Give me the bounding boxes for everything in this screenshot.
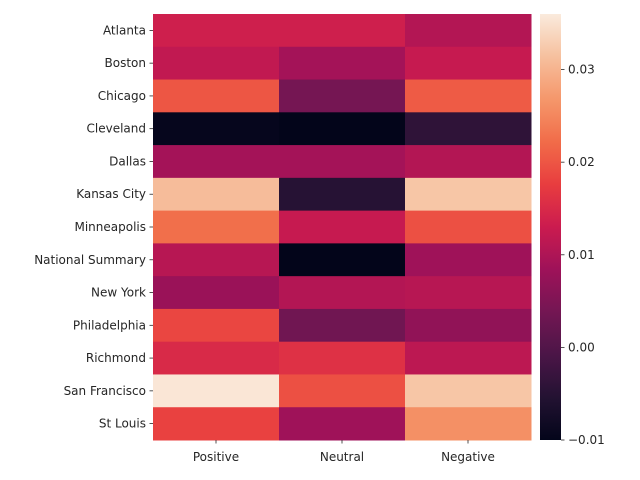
heatmap-cell bbox=[405, 14, 532, 48]
heatmap-cell bbox=[153, 14, 280, 48]
heatmap-cell bbox=[405, 112, 532, 146]
heatmap-cell bbox=[153, 243, 280, 277]
colorbar-tick-label: 0.03 bbox=[568, 63, 595, 77]
row-label: Atlanta bbox=[103, 23, 146, 37]
heatmap-cell bbox=[405, 177, 532, 212]
heatmap-cell bbox=[153, 276, 280, 310]
column-label: Neutral bbox=[320, 450, 364, 464]
row-label: St Louis bbox=[99, 417, 146, 431]
heatmap-cell bbox=[279, 407, 406, 441]
heatmap-cell bbox=[405, 210, 532, 244]
heatmap-cell bbox=[405, 407, 532, 441]
heatmap-cell bbox=[279, 341, 406, 375]
heatmap-cell bbox=[153, 407, 280, 441]
heatmap-cell bbox=[405, 341, 532, 375]
heatmap-cell bbox=[153, 210, 280, 244]
colorbar-tick-label: −0.01 bbox=[568, 433, 605, 447]
colorbar-tick-label: 0.01 bbox=[568, 248, 595, 262]
row-label: New York bbox=[91, 286, 146, 300]
heatmap-cell bbox=[153, 308, 280, 343]
heatmap-cell bbox=[153, 374, 280, 408]
heatmap-cell bbox=[153, 341, 280, 375]
heatmap-cell bbox=[279, 79, 406, 113]
row-label: Kansas City bbox=[76, 187, 146, 201]
row-label: Richmond bbox=[86, 351, 146, 365]
heatmap-cell bbox=[279, 276, 406, 310]
heatmap-cell bbox=[405, 374, 532, 408]
heatmap-cell bbox=[405, 79, 532, 113]
heatmap-cell bbox=[279, 112, 406, 146]
heatmap-cell bbox=[405, 243, 532, 277]
row-label: Boston bbox=[105, 56, 146, 70]
colorbar-tick-label: 0.00 bbox=[568, 340, 595, 354]
heatmap-cell bbox=[153, 79, 280, 113]
row-label: San Francisco bbox=[64, 384, 146, 398]
heatmap-cell bbox=[279, 145, 406, 179]
column-label: Positive bbox=[193, 450, 239, 464]
heatmap-cell bbox=[279, 374, 406, 408]
colorbar-tick-label: 0.02 bbox=[568, 155, 595, 169]
row-label: Philadelphia bbox=[73, 318, 146, 332]
heatmap-cell bbox=[153, 112, 280, 146]
row-label: Dallas bbox=[109, 154, 146, 168]
heatmap-cell bbox=[279, 243, 406, 277]
row-labels: Atlanta Boston Chicago Cleveland Dallas Kansa… bbox=[34, 23, 153, 431]
heatmap-cell bbox=[405, 276, 532, 310]
heatmap-cell bbox=[405, 46, 532, 81]
heatmap-cell bbox=[153, 177, 280, 212]
heatmap-cell bbox=[153, 46, 280, 81]
row-label: National Summary bbox=[34, 253, 146, 267]
heatmap-cell bbox=[405, 145, 532, 179]
heatmap-cell bbox=[279, 46, 406, 81]
column-label: Negative bbox=[441, 450, 495, 464]
colorbar bbox=[540, 14, 561, 440]
row-label: Cleveland bbox=[87, 122, 147, 136]
heatmap-cell bbox=[279, 177, 406, 212]
heatmap-cell bbox=[405, 308, 532, 343]
row-label: Chicago bbox=[98, 89, 146, 103]
colorbar-ticks: −0.01 0.00 0.01 0.02 0.03 bbox=[561, 63, 605, 447]
heatmap-cell bbox=[153, 145, 280, 179]
heatmap-cell bbox=[279, 14, 406, 48]
heatmap-cell bbox=[279, 308, 406, 343]
row-label: Minneapolis bbox=[74, 220, 146, 234]
heatmap-cell bbox=[279, 210, 406, 244]
heatmap-cells bbox=[153, 14, 532, 441]
column-labels: Positive Neutral Negative bbox=[193, 440, 495, 464]
